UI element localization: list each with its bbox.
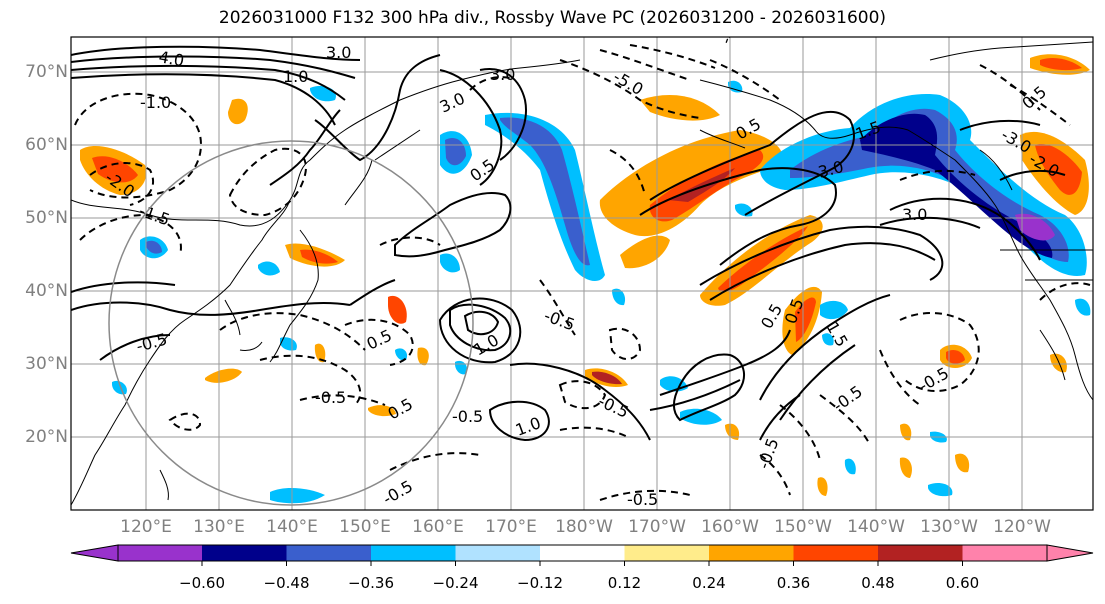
colorbar-tick-label: −0.48 — [263, 574, 310, 592]
contour-label: -0.5 — [627, 490, 658, 509]
lon-label: 130°E — [193, 517, 245, 537]
map-frame — [70, 36, 1094, 511]
lon-label: 160°W — [701, 517, 759, 537]
contour-label: 0.5 — [1018, 82, 1050, 113]
lat-label: 40°N — [25, 281, 68, 301]
contour-label: 3.0 — [902, 205, 927, 224]
colorbar-swatch — [455, 545, 540, 561]
colorbar-swatch — [878, 545, 963, 561]
lon-label: 140°E — [266, 517, 318, 537]
contour-label: 1.5 — [823, 319, 852, 351]
colorbar-swatch — [540, 545, 625, 561]
colorbar-swatch — [371, 545, 456, 561]
contour-label: -0.5 — [595, 391, 631, 421]
reference-circle — [108, 140, 474, 506]
lon-label: 130°W — [920, 517, 978, 537]
colorbar-swatch — [118, 545, 202, 561]
contour-label: 0.5 — [466, 155, 498, 185]
lat-label: 70°N — [25, 62, 68, 82]
colorbar-swatch — [709, 545, 794, 561]
lon-label: 170°E — [485, 517, 537, 537]
lon-label: 150°E — [339, 517, 391, 537]
contour-label: 4.0 — [157, 47, 185, 70]
contour-label: 1.0 — [283, 67, 308, 86]
colorbar-tick-label: −0.36 — [348, 574, 394, 592]
contour-label: 3.0 — [490, 65, 515, 84]
contour-label: -4.0 — [716, 11, 745, 47]
colorbar-tick-label: 0.48 — [861, 574, 895, 592]
colorbar-swatch — [286, 545, 371, 561]
contour-label: 3.0 — [326, 43, 351, 62]
map-area: 4.0 3.0 3.0 3.0 3.0 3.0 1.0 1.0 1.0 1.5 … — [71, 11, 1093, 510]
colorbar-tick-label: −0.24 — [432, 574, 479, 592]
colorbar-swatch — [202, 545, 287, 561]
contour-label: 1.0 — [471, 330, 503, 359]
map-title: 2026031000 F132 300 hPa div., Rossby Wav… — [218, 8, 887, 28]
contour-label: -0.5 — [452, 407, 483, 426]
lon-label: 180°W — [555, 517, 613, 537]
colorbar-outline — [117, 544, 1048, 562]
contour-label: -0.5 — [134, 329, 169, 355]
contour-label: 0.5 — [385, 394, 417, 423]
colorbar-over-arrow — [1046, 544, 1094, 562]
contour-label: -0.5 — [542, 306, 578, 335]
contour-label: -0.5 — [380, 476, 417, 508]
contour-label: -1.5 — [137, 201, 173, 230]
colorbar-tick-label: 0.60 — [945, 574, 980, 592]
contour-label: -0.5 — [315, 388, 346, 407]
lat-label: 50°N — [25, 208, 68, 228]
lon-label: 140°W — [847, 517, 905, 537]
colorbar-tick-label: 0.12 — [607, 574, 642, 592]
lon-label: 170°W — [628, 517, 686, 537]
colorbar-tick-label: −0.12 — [517, 574, 563, 592]
contour-label: 1.0 — [513, 413, 543, 440]
colorbar-tick-label: 0.24 — [692, 574, 726, 592]
lon-label: 160°E — [412, 517, 464, 537]
contour-label: -1.0 — [140, 93, 171, 112]
contour-label: -0.5 — [754, 436, 783, 472]
colorbar-swatch — [624, 545, 709, 561]
divergence-shading — [80, 54, 1091, 504]
colorbar-swatch — [962, 545, 1047, 561]
lon-label: 150°W — [774, 517, 832, 537]
lat-label: 30°N — [25, 354, 68, 374]
lat-label: 60°N — [25, 135, 68, 155]
contour-label: -0.5 — [829, 382, 865, 415]
colorbar — [70, 544, 1094, 566]
contour-label: 3.0 — [437, 89, 468, 117]
colorbar-tick-label: 0.36 — [776, 574, 811, 592]
lon-label: 120°W — [993, 517, 1051, 537]
rossby-wave-negative-contours — [74, 44, 1091, 501]
lat-label: 20°N — [25, 427, 68, 447]
colorbar-under-arrow — [70, 544, 119, 562]
coastlines — [71, 41, 1093, 506]
colorbar-swatch — [793, 545, 878, 561]
contour-label: 0.5 — [364, 326, 395, 354]
rossby-wave-contours — [71, 45, 1066, 442]
lon-label: 120°E — [120, 517, 172, 537]
colorbar-tick-label: −0.60 — [179, 574, 225, 592]
